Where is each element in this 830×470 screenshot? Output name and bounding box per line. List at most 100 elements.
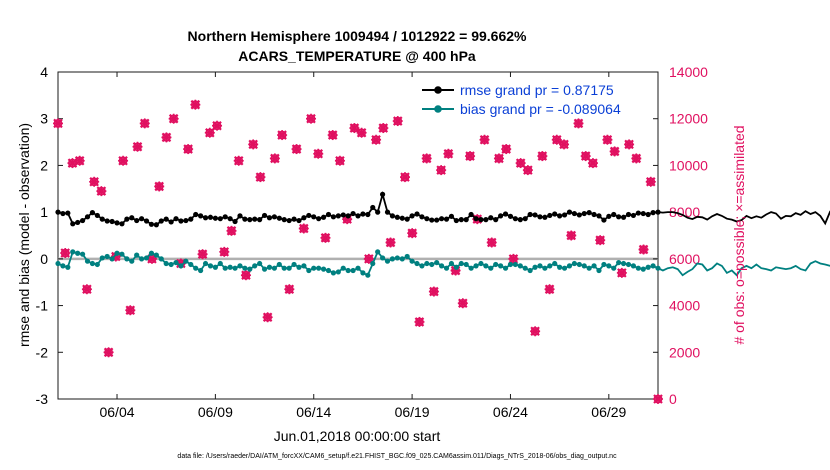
bias-point: [75, 250, 81, 256]
rmse-point: [419, 214, 425, 220]
footnote: data file: /Users/raeder/DAI/ATM_forcXX/…: [177, 453, 617, 460]
rmse-point: [458, 217, 464, 223]
bias-point: [104, 253, 110, 260]
rmse-point: [625, 211, 632, 218]
rmse-point: [99, 216, 105, 222]
rmse-point: [399, 215, 405, 221]
y-axis-right-label: # of obs: o=possible; ×=assimilated: [731, 125, 747, 344]
rmse-point: [173, 216, 179, 222]
rmse-point: [409, 213, 415, 219]
x-tick-label: 06/04: [99, 404, 134, 420]
bias-point: [60, 263, 66, 269]
rmse-point: [355, 213, 361, 219]
rmse-point: [448, 213, 455, 219]
rmse-point: [493, 217, 499, 223]
y-right-tick-label: 4000: [669, 298, 700, 314]
x-tick-label: 06/24: [493, 404, 528, 420]
bias-point: [620, 260, 627, 267]
y-left-tick-label: 3: [40, 111, 48, 127]
bias-point: [571, 260, 577, 267]
bias-point: [217, 260, 223, 267]
bias-point: [227, 264, 233, 270]
rmse-point: [616, 214, 622, 220]
right-axis: 0 2000 4000 6000 8000 10000 12000 14000: [653, 64, 708, 407]
bias-point: [99, 255, 105, 261]
rmse-point: [163, 216, 169, 222]
bias-point: [586, 265, 592, 271]
rmse-point: [345, 213, 351, 219]
bias-point: [429, 261, 435, 268]
legend: rmse grand pr = 0.87175 bias grand pr = …: [422, 82, 621, 117]
bias-point: [148, 250, 155, 256]
bias-point: [232, 265, 238, 271]
rmse-point: [207, 214, 214, 220]
rmse-point: [296, 217, 302, 224]
rmse-point: [620, 214, 627, 220]
bias-point: [424, 260, 430, 267]
rmse-point: [606, 213, 612, 219]
bias-point: [198, 267, 204, 274]
rmse-point: [478, 217, 484, 223]
y-right-tick-label: 8000: [669, 204, 700, 220]
rmse-point: [301, 215, 307, 221]
rmse-point: [242, 216, 248, 222]
bias-point: [320, 266, 327, 272]
x-tick-label: 06/19: [395, 404, 430, 420]
y-left-tick-label: -2: [36, 344, 49, 360]
rmse-point: [483, 217, 489, 223]
left-axis: -3 -2 -1 0 1 2 3 4: [36, 64, 63, 407]
bias-point: [655, 265, 661, 271]
rmse-point: [134, 217, 140, 224]
bias-point: [576, 261, 582, 268]
bias-point: [55, 260, 61, 267]
rmse-point: [502, 211, 509, 217]
bias-point: [261, 266, 268, 272]
rmse-point: [532, 212, 538, 218]
rmse-point: [261, 212, 268, 219]
bias-point: [340, 265, 346, 271]
rmse-point: [552, 211, 558, 217]
y-right-tick-label: 6000: [669, 251, 700, 267]
rmse-point: [498, 213, 504, 219]
rmse-point: [389, 213, 396, 219]
rmse-point: [70, 221, 76, 227]
bias-point: [222, 265, 228, 271]
rmse-point: [183, 217, 189, 224]
bias-point: [70, 249, 76, 255]
rmse-point: [55, 209, 61, 215]
bias-point: [163, 260, 169, 267]
rmse-point: [148, 221, 155, 227]
rmse-point: [581, 210, 587, 217]
rmse-point: [473, 216, 479, 222]
rmse-point: [463, 217, 469, 223]
rmse-point: [119, 221, 125, 227]
rmse-point: [320, 214, 327, 220]
bias-point: [611, 265, 617, 271]
rmse-point: [517, 217, 523, 223]
bias-point: [581, 263, 587, 269]
bias-point: [532, 264, 538, 270]
bias-point: [325, 267, 332, 274]
y-left-tick-label: -1: [36, 298, 49, 314]
bias-point: [134, 252, 140, 258]
rmse-point: [576, 212, 582, 218]
bias-point: [616, 259, 622, 266]
x-axis: 06/04 06/09 06/14 06/19 06/24 06/29: [99, 72, 627, 420]
bias-point: [630, 263, 637, 269]
rmse-point: [158, 218, 164, 224]
rmse-point: [630, 212, 637, 219]
rmse-point: [655, 209, 661, 215]
legend-rmse-label: rmse grand pr = 0.87175: [460, 82, 614, 98]
rmse-point: [193, 211, 199, 218]
rmse-point: [316, 216, 322, 222]
rmse-point: [237, 213, 243, 219]
rmse-point: [291, 216, 297, 222]
rmse-point: [217, 216, 223, 222]
bias-point: [512, 261, 518, 268]
rmse-point: [212, 215, 218, 221]
rmse-point: [645, 211, 651, 218]
rmse-point: [227, 216, 233, 222]
rmse-point: [561, 212, 568, 218]
bias-point: [502, 265, 509, 271]
